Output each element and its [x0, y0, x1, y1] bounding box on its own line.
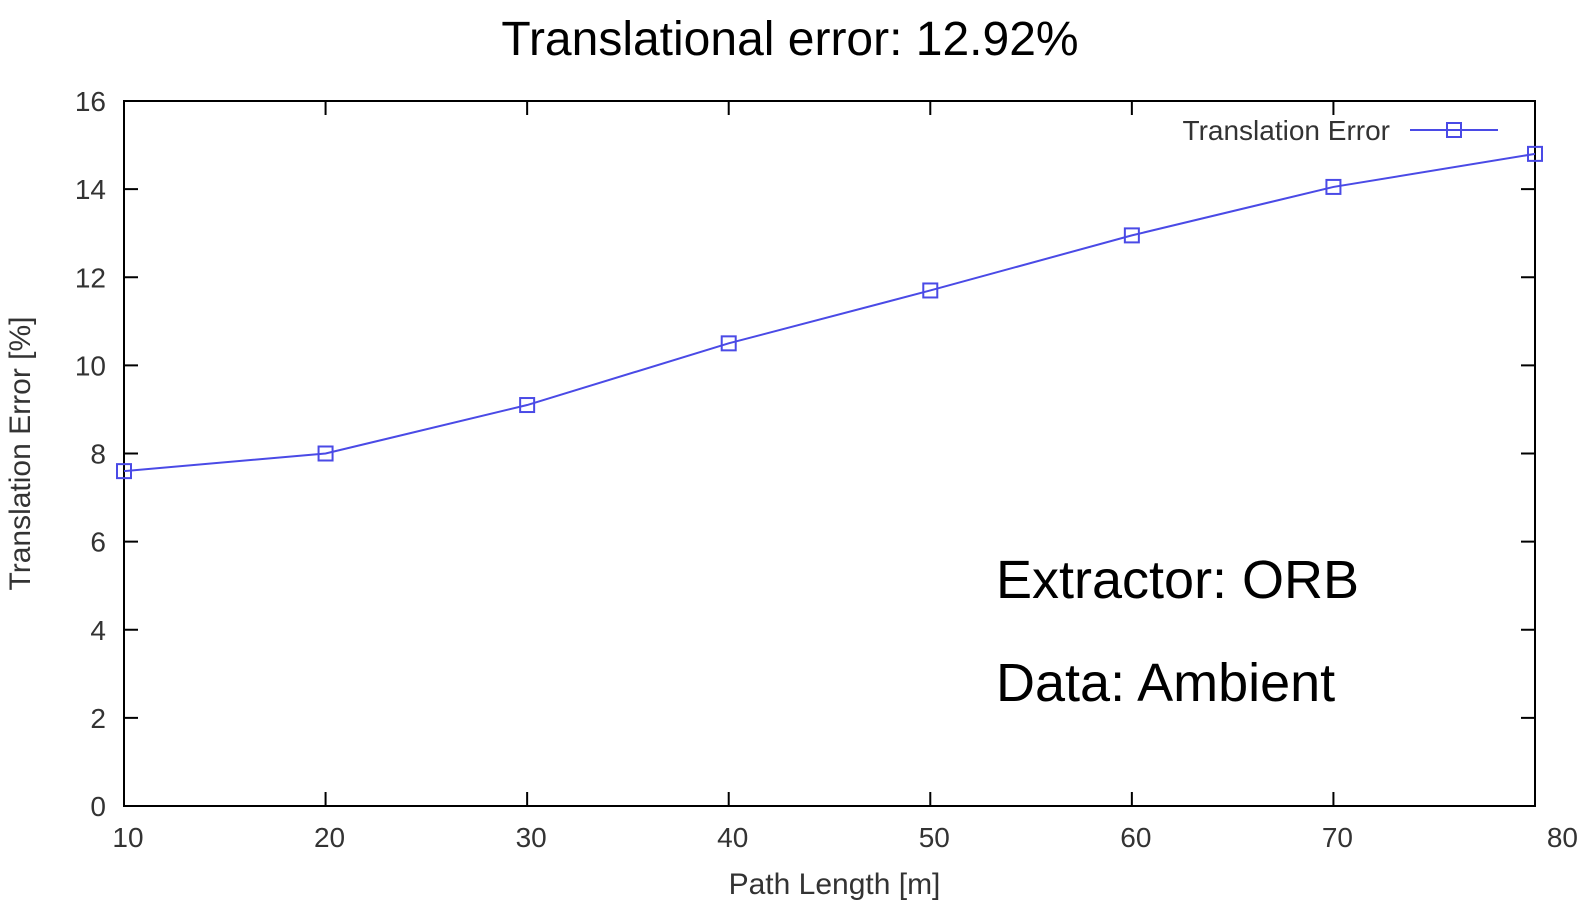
x-tick-label: 10 [112, 822, 143, 853]
x-axis-label: Path Length [m] [729, 868, 941, 901]
legend-label: Translation Error [1183, 115, 1390, 146]
data-point [317, 445, 334, 462]
y-tick-label: 10 [75, 350, 106, 381]
y-axis: 0 2 4 6 8 10 12 14 16 [75, 86, 1535, 822]
x-tick-label: 30 [516, 822, 547, 853]
data-point [519, 397, 536, 414]
y-tick-label: 8 [90, 439, 106, 470]
x-tick-label: 20 [314, 822, 345, 853]
data-point [1325, 178, 1342, 195]
x-tick-label: 50 [919, 822, 950, 853]
x-axis: 10 20 30 40 50 60 70 80 [112, 101, 1578, 853]
legend-marker [1446, 122, 1462, 138]
annotation-data: Data: Ambient [996, 653, 1335, 713]
y-tick-label: 14 [75, 174, 106, 205]
data-point [720, 335, 737, 352]
y-tick-label: 0 [90, 791, 106, 822]
x-tick-label: 80 [1547, 822, 1578, 853]
y-tick-label: 12 [75, 262, 106, 293]
legend: Translation Error [1183, 115, 1498, 146]
annotation-extractor: Extractor: ORB [996, 550, 1359, 610]
x-tick-label: 70 [1322, 822, 1353, 853]
y-tick-label: 16 [75, 86, 106, 117]
y-axis-label: Translation Error [%] [4, 317, 37, 591]
y-tick-label: 6 [90, 527, 106, 558]
data-point [922, 282, 939, 299]
y-tick-label: 4 [90, 615, 106, 646]
chart-title: Translational error: 12.92% [501, 13, 1078, 66]
data-point [116, 463, 132, 480]
data-point [1527, 145, 1543, 162]
data-point [1123, 227, 1140, 244]
series-translation-error [116, 145, 1543, 480]
series-line [123, 152, 1536, 473]
x-tick-label: 60 [1120, 822, 1151, 853]
x-tick-label: 40 [717, 822, 748, 853]
y-tick-label: 2 [90, 703, 106, 734]
